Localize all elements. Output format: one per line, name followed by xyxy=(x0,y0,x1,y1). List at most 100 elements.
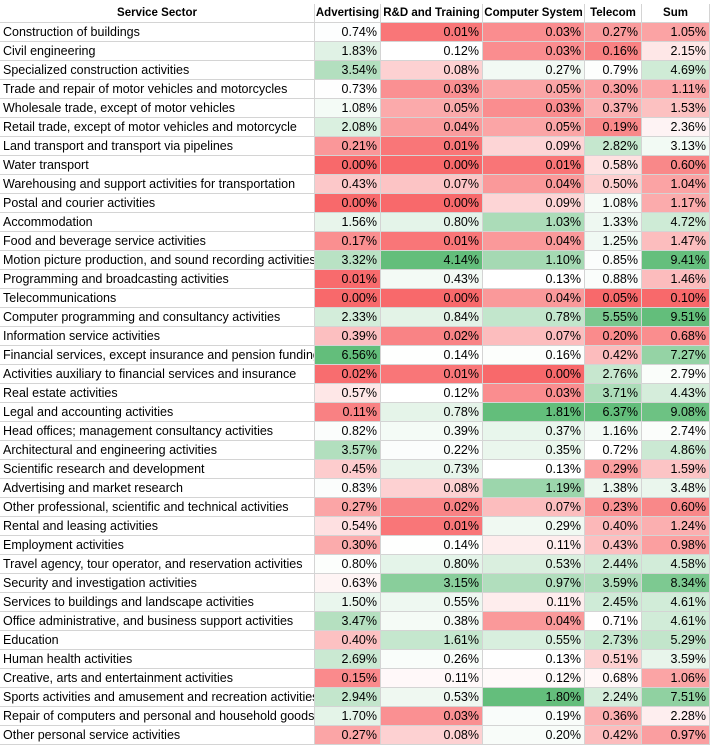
sector-cell[interactable]: Information service activities xyxy=(0,327,315,346)
rnd-training-cell[interactable]: 0.26% xyxy=(381,650,483,669)
computer-system-cell[interactable]: 1.80% xyxy=(483,688,585,707)
telecom-cell[interactable]: 0.37% xyxy=(585,99,642,118)
sector-cell[interactable]: Specialized construction activities xyxy=(0,61,315,80)
sector-cell[interactable]: Construction of buildings xyxy=(0,23,315,42)
rnd-training-cell[interactable]: 0.14% xyxy=(381,346,483,365)
rnd-training-cell[interactable]: 0.03% xyxy=(381,707,483,726)
telecom-cell[interactable]: 0.27% xyxy=(585,23,642,42)
rnd-training-cell[interactable]: 0.08% xyxy=(381,479,483,498)
sector-cell[interactable]: Security and investigation activities xyxy=(0,574,315,593)
column-header-computer-system[interactable]: Computer System xyxy=(483,4,585,23)
sum-cell[interactable]: 2.74% xyxy=(642,422,710,441)
rnd-training-cell[interactable]: 0.84% xyxy=(381,308,483,327)
computer-system-cell[interactable]: 0.03% xyxy=(483,99,585,118)
sector-cell[interactable]: Land transport and transport via pipelin… xyxy=(0,137,315,156)
sum-cell[interactable]: 9.41% xyxy=(642,251,710,270)
sum-cell[interactable]: 7.27% xyxy=(642,346,710,365)
sector-cell[interactable]: Telecommunications xyxy=(0,289,315,308)
advertising-cell[interactable]: 0.11% xyxy=(315,403,381,422)
rnd-training-cell[interactable]: 1.61% xyxy=(381,631,483,650)
sector-cell[interactable]: Wholesale trade, except of motor vehicle… xyxy=(0,99,315,118)
telecom-cell[interactable]: 0.19% xyxy=(585,118,642,137)
sum-cell[interactable]: 0.97% xyxy=(642,726,710,745)
telecom-cell[interactable]: 0.29% xyxy=(585,460,642,479)
rnd-training-cell[interactable]: 0.22% xyxy=(381,441,483,460)
computer-system-cell[interactable]: 0.55% xyxy=(483,631,585,650)
advertising-cell[interactable]: 1.08% xyxy=(315,99,381,118)
sum-cell[interactable]: 2.15% xyxy=(642,42,710,61)
telecom-cell[interactable]: 0.50% xyxy=(585,175,642,194)
computer-system-cell[interactable]: 0.05% xyxy=(483,118,585,137)
rnd-training-cell[interactable]: 0.39% xyxy=(381,422,483,441)
computer-system-cell[interactable]: 0.07% xyxy=(483,327,585,346)
telecom-cell[interactable]: 1.25% xyxy=(585,232,642,251)
rnd-training-cell[interactable]: 0.07% xyxy=(381,175,483,194)
rnd-training-cell[interactable]: 0.01% xyxy=(381,23,483,42)
rnd-training-cell[interactable]: 0.43% xyxy=(381,270,483,289)
computer-system-cell[interactable]: 0.13% xyxy=(483,270,585,289)
advertising-cell[interactable]: 2.94% xyxy=(315,688,381,707)
rnd-training-cell[interactable]: 0.01% xyxy=(381,365,483,384)
computer-system-cell[interactable]: 0.19% xyxy=(483,707,585,726)
sum-cell[interactable]: 0.10% xyxy=(642,289,710,308)
spreadsheet-grid[interactable]: Service Sector Advertising R&D and Train… xyxy=(0,4,710,745)
telecom-cell[interactable]: 2.44% xyxy=(585,555,642,574)
column-header-telecom[interactable]: Telecom xyxy=(585,4,642,23)
computer-system-cell[interactable]: 1.81% xyxy=(483,403,585,422)
advertising-cell[interactable]: 0.74% xyxy=(315,23,381,42)
advertising-cell[interactable]: 1.56% xyxy=(315,213,381,232)
sector-cell[interactable]: Programming and broadcasting activities xyxy=(0,270,315,289)
telecom-cell[interactable]: 3.59% xyxy=(585,574,642,593)
telecom-cell[interactable]: 0.58% xyxy=(585,156,642,175)
telecom-cell[interactable]: 0.79% xyxy=(585,61,642,80)
sum-cell[interactable]: 4.69% xyxy=(642,61,710,80)
telecom-cell[interactable]: 0.05% xyxy=(585,289,642,308)
sector-cell[interactable]: Financial services, except insurance and… xyxy=(0,346,315,365)
sum-cell[interactable]: 4.61% xyxy=(642,612,710,631)
rnd-training-cell[interactable]: 0.73% xyxy=(381,460,483,479)
sum-cell[interactable]: 1.46% xyxy=(642,270,710,289)
rnd-training-cell[interactable]: 3.15% xyxy=(381,574,483,593)
sum-cell[interactable]: 1.11% xyxy=(642,80,710,99)
computer-system-cell[interactable]: 0.35% xyxy=(483,441,585,460)
advertising-cell[interactable]: 0.57% xyxy=(315,384,381,403)
computer-system-cell[interactable]: 0.20% xyxy=(483,726,585,745)
sector-cell[interactable]: Human health activities xyxy=(0,650,315,669)
advertising-cell[interactable]: 0.15% xyxy=(315,669,381,688)
computer-system-cell[interactable]: 0.03% xyxy=(483,42,585,61)
advertising-cell[interactable]: 0.02% xyxy=(315,365,381,384)
computer-system-cell[interactable]: 0.78% xyxy=(483,308,585,327)
telecom-cell[interactable]: 2.76% xyxy=(585,365,642,384)
sector-cell[interactable]: Services to buildings and landscape acti… xyxy=(0,593,315,612)
telecom-cell[interactable]: 0.42% xyxy=(585,726,642,745)
rnd-training-cell[interactable]: 0.11% xyxy=(381,669,483,688)
sum-cell[interactable]: 0.68% xyxy=(642,327,710,346)
computer-system-cell[interactable]: 1.03% xyxy=(483,213,585,232)
advertising-cell[interactable]: 1.50% xyxy=(315,593,381,612)
sector-cell[interactable]: Architectural and engineering activities xyxy=(0,441,315,460)
sum-cell[interactable]: 2.79% xyxy=(642,365,710,384)
sector-cell[interactable]: Travel agency, tour operator, and reserv… xyxy=(0,555,315,574)
sum-cell[interactable]: 2.36% xyxy=(642,118,710,137)
computer-system-cell[interactable]: 0.27% xyxy=(483,61,585,80)
rnd-training-cell[interactable]: 0.00% xyxy=(381,194,483,213)
advertising-cell[interactable]: 3.57% xyxy=(315,441,381,460)
sector-cell[interactable]: Warehousing and support activities for t… xyxy=(0,175,315,194)
advertising-cell[interactable]: 2.33% xyxy=(315,308,381,327)
rnd-training-cell[interactable]: 0.02% xyxy=(381,327,483,346)
sector-cell[interactable]: Rental and leasing activities xyxy=(0,517,315,536)
telecom-cell[interactable]: 2.45% xyxy=(585,593,642,612)
sum-cell[interactable]: 1.24% xyxy=(642,517,710,536)
telecom-cell[interactable]: 2.73% xyxy=(585,631,642,650)
rnd-training-cell[interactable]: 0.12% xyxy=(381,384,483,403)
sum-cell[interactable]: 1.17% xyxy=(642,194,710,213)
telecom-cell[interactable]: 2.82% xyxy=(585,137,642,156)
sector-cell[interactable]: Head offices; management consultancy act… xyxy=(0,422,315,441)
sector-cell[interactable]: Sports activities and amusement and recr… xyxy=(0,688,315,707)
computer-system-cell[interactable]: 0.12% xyxy=(483,669,585,688)
telecom-cell[interactable]: 1.08% xyxy=(585,194,642,213)
telecom-cell[interactable]: 0.85% xyxy=(585,251,642,270)
rnd-training-cell[interactable]: 0.80% xyxy=(381,555,483,574)
advertising-cell[interactable]: 0.00% xyxy=(315,156,381,175)
advertising-cell[interactable]: 6.56% xyxy=(315,346,381,365)
